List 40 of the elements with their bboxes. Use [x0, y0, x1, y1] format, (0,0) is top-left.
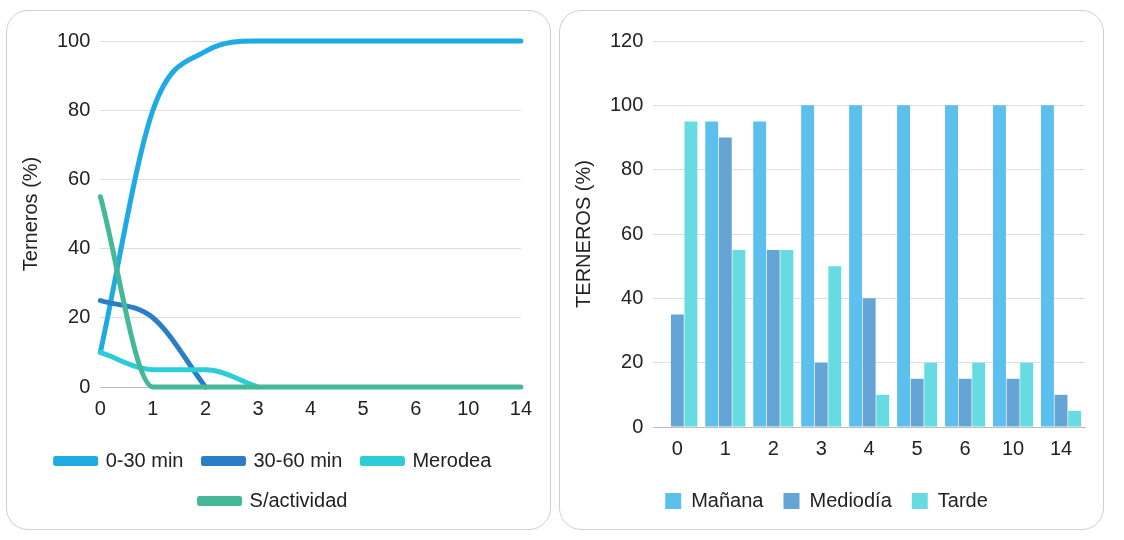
x-tick-label: 3 — [252, 396, 264, 419]
legend-label: Merodea — [412, 448, 493, 471]
x-tick-label: 6 — [959, 436, 971, 459]
y-tick-label: 40 — [68, 236, 91, 259]
y-tick-label: 0 — [632, 414, 644, 437]
x-tick-label: 2 — [767, 436, 779, 459]
x-tick-label: 1 — [719, 436, 731, 459]
y-tick-label: 100 — [609, 92, 644, 115]
x-tick-label: 6 — [410, 396, 422, 419]
x-tick-label: 14 — [509, 396, 532, 419]
legend-label: 30-60 min — [253, 448, 343, 471]
y-tick-label: 80 — [68, 97, 91, 120]
legend-label: S/actividad — [249, 488, 348, 511]
y-tick-label: 20 — [621, 350, 644, 373]
x-tick-label: 2 — [199, 396, 212, 419]
x-tick-label: 0 — [94, 396, 106, 419]
x-tick-label: 1 — [147, 396, 159, 419]
legend-label: 0-30 min — [105, 448, 184, 471]
y-tick-label: 60 — [68, 166, 91, 189]
y-tick-label: 120 — [609, 28, 644, 51]
x-tick-label: 5 — [357, 396, 369, 419]
x-tick-label: 5 — [911, 436, 923, 459]
x-tick-label: 4 — [305, 396, 317, 419]
y-tick-label: 0 — [79, 374, 91, 397]
y-tick-label: 60 — [621, 221, 644, 244]
x-tick-label: 10 — [457, 396, 480, 419]
x-tick-label: 14 — [1049, 436, 1073, 459]
y-axis-title: Terneros (%) — [18, 156, 41, 272]
legend-label: Mediodía — [809, 488, 893, 511]
x-tick-label: 0 — [671, 436, 683, 459]
y-tick-label: 100 — [56, 28, 91, 51]
x-tick-label: 10 — [1001, 436, 1025, 459]
y-tick-label: 20 — [68, 305, 91, 328]
y-tick-label: 40 — [621, 285, 644, 308]
y-tick-label: 80 — [621, 157, 644, 180]
y-axis-title: TERNEROS (%) — [571, 160, 594, 308]
x-tick-label: 4 — [863, 436, 875, 459]
x-tick-label: 3 — [815, 436, 827, 459]
legend-label: Tarde — [937, 488, 988, 511]
legend-label: Mañana — [691, 488, 765, 511]
